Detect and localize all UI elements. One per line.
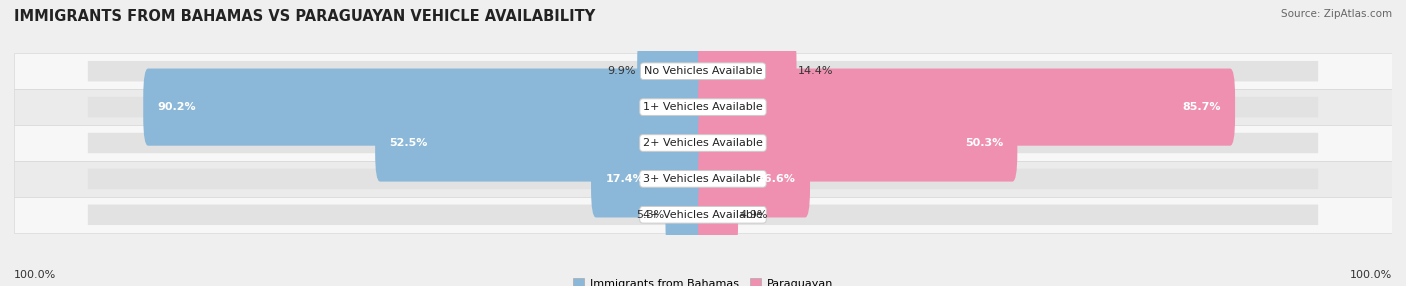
FancyBboxPatch shape — [375, 104, 709, 182]
FancyBboxPatch shape — [703, 133, 1319, 153]
Text: 2+ Vehicles Available: 2+ Vehicles Available — [643, 138, 763, 148]
Text: 4.9%: 4.9% — [740, 210, 768, 220]
FancyBboxPatch shape — [697, 33, 796, 110]
FancyBboxPatch shape — [697, 69, 1234, 146]
FancyBboxPatch shape — [703, 97, 1319, 117]
FancyBboxPatch shape — [637, 33, 709, 110]
FancyBboxPatch shape — [697, 176, 738, 253]
Text: 100.0%: 100.0% — [14, 270, 56, 280]
Text: Source: ZipAtlas.com: Source: ZipAtlas.com — [1281, 9, 1392, 19]
FancyBboxPatch shape — [87, 204, 703, 225]
FancyBboxPatch shape — [703, 169, 1319, 189]
Bar — [14, 197, 1392, 233]
Text: 16.6%: 16.6% — [756, 174, 796, 184]
FancyBboxPatch shape — [665, 176, 709, 253]
FancyBboxPatch shape — [697, 104, 1018, 182]
Text: 90.2%: 90.2% — [157, 102, 195, 112]
Text: 3+ Vehicles Available: 3+ Vehicles Available — [643, 174, 763, 184]
Text: 4+ Vehicles Available: 4+ Vehicles Available — [643, 210, 763, 220]
Text: 52.5%: 52.5% — [389, 138, 427, 148]
Text: 1+ Vehicles Available: 1+ Vehicles Available — [643, 102, 763, 112]
Bar — [14, 89, 1392, 125]
FancyBboxPatch shape — [697, 140, 810, 217]
FancyBboxPatch shape — [703, 204, 1319, 225]
Text: 100.0%: 100.0% — [1350, 270, 1392, 280]
Legend: Immigrants from Bahamas, Paraguayan: Immigrants from Bahamas, Paraguayan — [568, 274, 838, 286]
FancyBboxPatch shape — [591, 140, 709, 217]
FancyBboxPatch shape — [87, 97, 703, 117]
FancyBboxPatch shape — [87, 61, 703, 82]
Text: IMMIGRANTS FROM BAHAMAS VS PARAGUAYAN VEHICLE AVAILABILITY: IMMIGRANTS FROM BAHAMAS VS PARAGUAYAN VE… — [14, 9, 595, 23]
Text: 5.3%: 5.3% — [636, 210, 664, 220]
FancyBboxPatch shape — [143, 69, 707, 146]
Text: 9.9%: 9.9% — [607, 66, 636, 76]
Text: 14.4%: 14.4% — [797, 66, 834, 76]
FancyBboxPatch shape — [87, 169, 703, 189]
Text: No Vehicles Available: No Vehicles Available — [644, 66, 762, 76]
Bar — [14, 161, 1392, 197]
FancyBboxPatch shape — [703, 61, 1319, 82]
Bar — [14, 53, 1392, 89]
Bar — [14, 125, 1392, 161]
Text: 17.4%: 17.4% — [605, 174, 644, 184]
Text: 50.3%: 50.3% — [965, 138, 1004, 148]
Text: 85.7%: 85.7% — [1182, 102, 1220, 112]
FancyBboxPatch shape — [87, 133, 703, 153]
